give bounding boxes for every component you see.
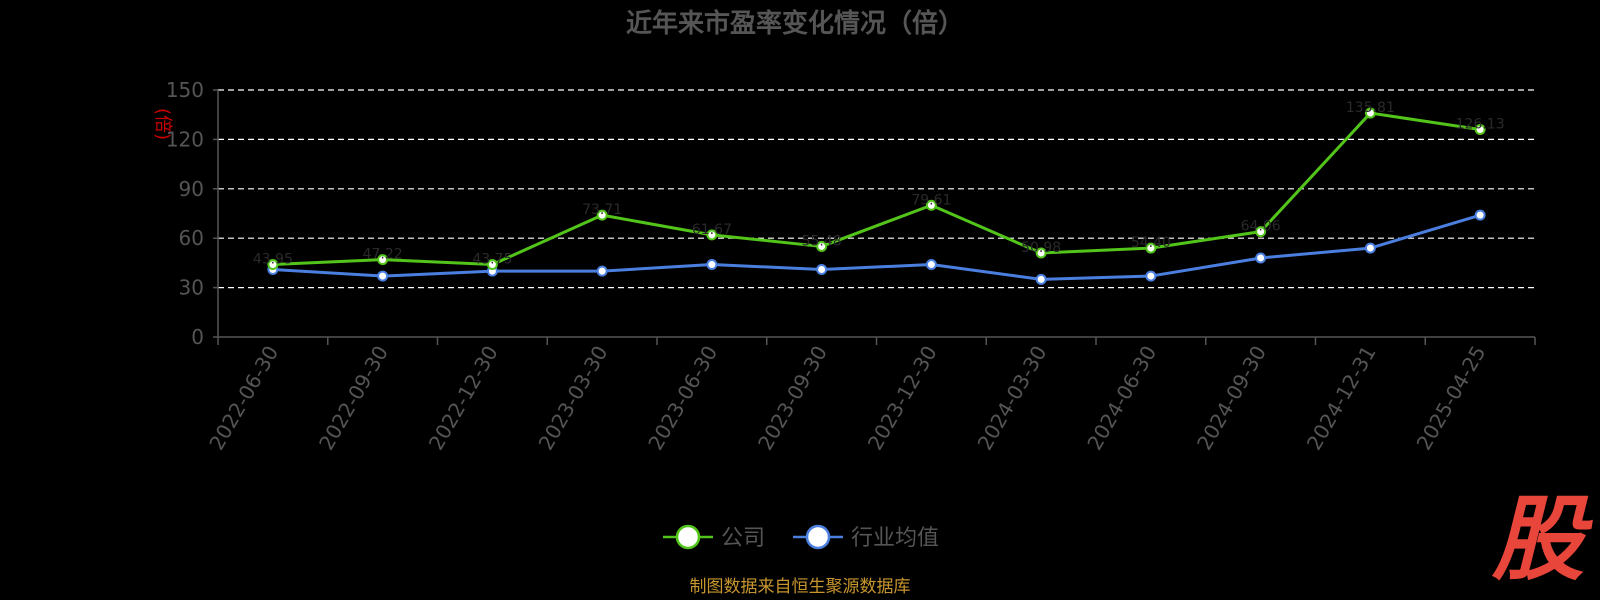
data-point[interactable] (1364, 107, 1376, 119)
x-tick-label: 2023-09-30 (753, 342, 832, 455)
data-point[interactable] (706, 229, 718, 241)
y-tick-label: 120 (166, 127, 204, 151)
data-labels: 43.95 47.22 43.75 73.71 61.67 55.48 79.61 50.98… (253, 100, 1505, 267)
series-line-company (272, 111, 1481, 267)
data-label: 43.95 (253, 252, 293, 268)
legend[interactable]: 公司 行业均值 (663, 524, 939, 551)
x-tick-label: 2024-09-30 (1192, 342, 1271, 455)
data-point[interactable] (1364, 242, 1376, 254)
y-tick-label: 60 (179, 226, 204, 250)
x-tick-label: 2023-12-30 (863, 342, 942, 455)
data-source-note: 制图数据来自恒生聚源数据库 (690, 577, 911, 597)
data-label: 50.98 (1021, 240, 1061, 256)
x-tick-label: 2025-04-25 (1412, 342, 1491, 455)
chart-title: 近年来市盈率变化情况（倍） (626, 8, 964, 39)
x-tick-label: 2024-12-31 (1302, 342, 1381, 455)
legend-item-industry-average[interactable]: 行业均值 (793, 524, 939, 551)
legend-label: 公司 (721, 526, 765, 551)
x-tick-label: 2022-06-30 (204, 342, 283, 455)
data-point[interactable] (1035, 247, 1047, 259)
legend-label: 行业均值 (851, 526, 939, 551)
data-point[interactable] (706, 259, 718, 271)
data-point[interactable] (1035, 273, 1047, 285)
data-label: 79.61 (911, 192, 951, 208)
data-point[interactable] (377, 270, 389, 282)
x-tick-label: 2022-09-30 (314, 342, 393, 455)
gridlines (218, 89, 1535, 289)
y-tick-label: 30 (179, 276, 204, 300)
data-point[interactable] (486, 259, 498, 271)
data-point[interactable] (1255, 226, 1267, 238)
data-point[interactable] (377, 254, 389, 266)
data-point[interactable] (816, 263, 828, 275)
data-point[interactable] (1145, 242, 1157, 254)
data-label: 47.22 (363, 247, 403, 263)
data-point[interactable] (1474, 124, 1486, 136)
data-point[interactable] (596, 209, 608, 221)
data-label: 54.40 (1131, 235, 1171, 251)
legend-item-company[interactable]: 公司 (663, 524, 765, 551)
data-point[interactable] (1474, 209, 1486, 221)
series-line-industry-average (272, 213, 1481, 281)
data-label: 43.75 (472, 252, 512, 268)
data-point[interactable] (1145, 270, 1157, 282)
x-tick-label: 2023-06-30 (643, 342, 722, 455)
y-axis-unit: (倍) (152, 108, 173, 140)
x-tick-label: 2023-03-30 (534, 342, 613, 455)
y-tick-label: 0 (191, 325, 204, 349)
y-tick-label: 150 (166, 78, 204, 102)
data-point[interactable] (925, 199, 937, 211)
x-tick-label: 2024-03-30 (973, 342, 1052, 455)
data-label: 55.48 (802, 233, 842, 249)
data-label: 64.06 (1241, 219, 1281, 235)
data-point[interactable] (816, 240, 828, 252)
data-point[interactable] (925, 259, 937, 271)
series-lines (267, 107, 1486, 285)
data-label: 61.67 (692, 222, 732, 238)
data-point[interactable] (1255, 252, 1267, 264)
data-label: 73.71 (582, 202, 622, 218)
y-tick-label: 90 (179, 177, 204, 201)
x-tick-label: 2024-06-30 (1082, 342, 1161, 455)
legend-marker (805, 524, 831, 550)
logo: 股 (1491, 486, 1593, 593)
data-point[interactable] (596, 265, 608, 277)
legend-marker (675, 524, 701, 550)
data-label: 135.81 (1346, 100, 1395, 116)
x-tick-label: 2022-12-30 (424, 342, 503, 455)
axes: 0 30 60 90 120 150 2022-06-30 2022-09-30 2022-12… (166, 78, 1536, 455)
data-point[interactable] (267, 259, 279, 271)
data-label: 126.13 (1456, 117, 1505, 133)
